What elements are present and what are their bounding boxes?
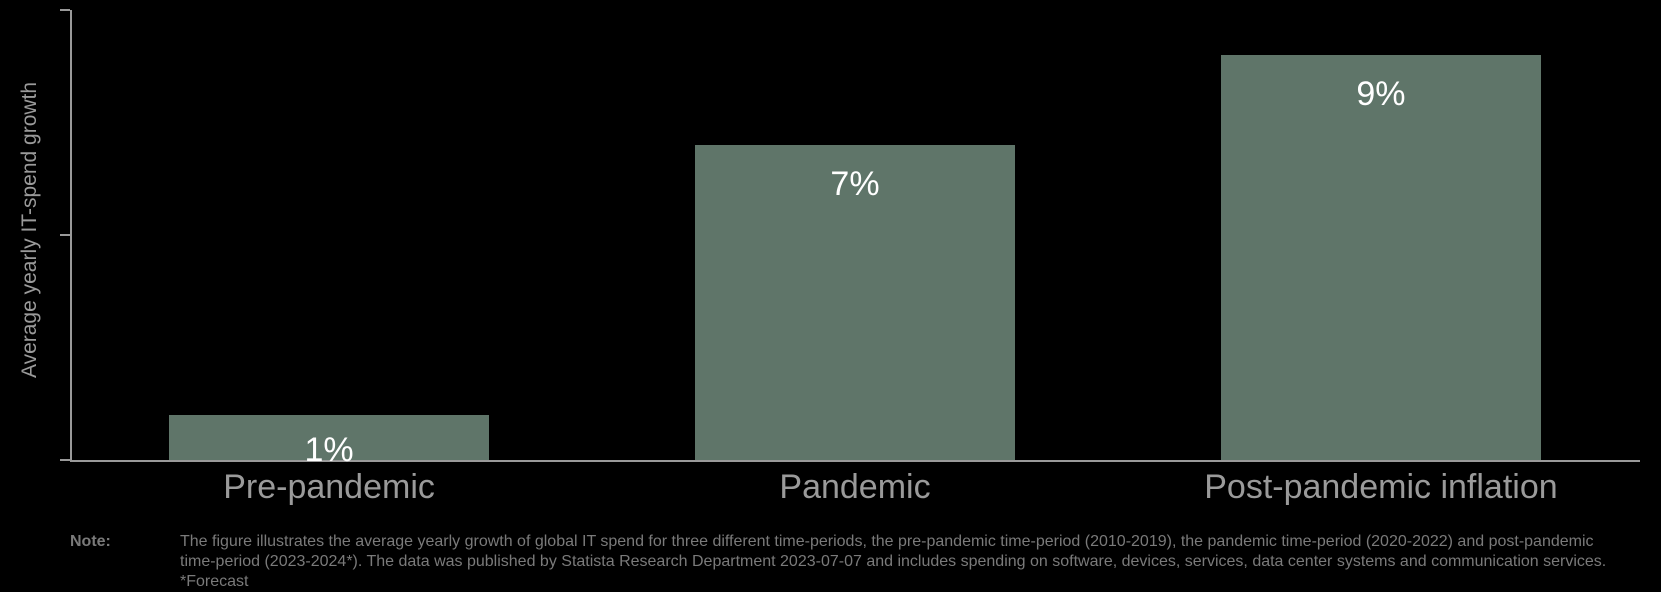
- x-category-label: Post-pandemic inflation: [1204, 468, 1557, 507]
- bar-group: 7%: [695, 145, 1015, 460]
- x-category-label: Pandemic: [779, 468, 930, 507]
- bar-value-label: 7%: [695, 165, 1015, 204]
- note-label: Note:: [70, 532, 111, 552]
- bar-value-label: 9%: [1221, 75, 1541, 114]
- bar-group: 1%: [169, 415, 489, 460]
- y-axis-label: Average yearly IT-spend growth: [18, 82, 42, 378]
- bar: [1221, 55, 1541, 460]
- y-tick: [60, 234, 70, 236]
- note-text: The figure illustrates the average yearl…: [180, 532, 1630, 592]
- plot-area: 1% 7% 9%: [70, 10, 1640, 460]
- bar-group: 9%: [1221, 55, 1541, 460]
- y-tick: [60, 459, 70, 461]
- bar-value-label: 1%: [169, 431, 489, 470]
- y-tick: [60, 9, 70, 11]
- x-category-label: Pre-pandemic: [223, 468, 435, 507]
